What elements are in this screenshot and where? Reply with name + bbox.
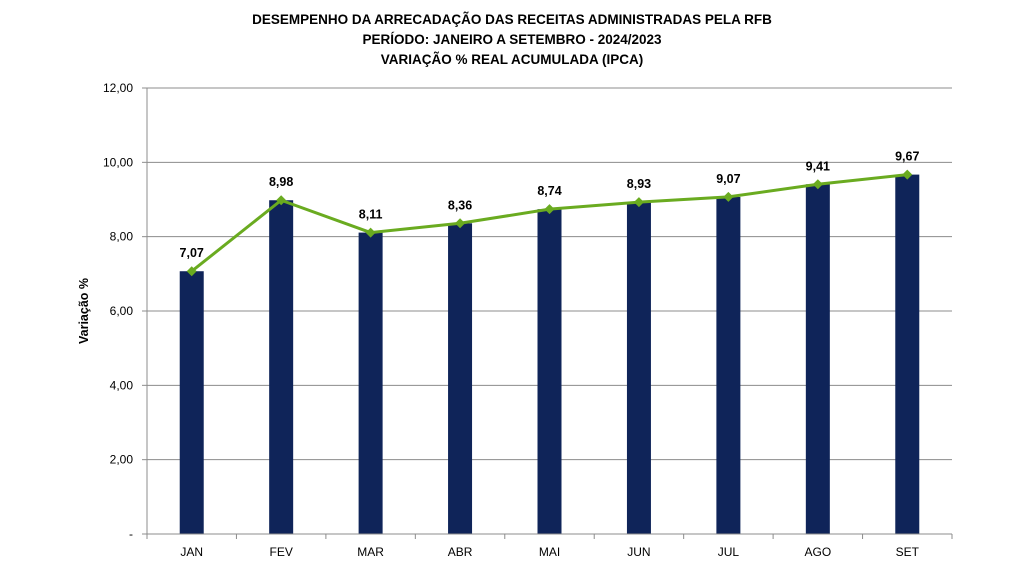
bar-mai <box>537 209 562 534</box>
y-axis-label: Variação % <box>77 278 91 344</box>
bars <box>179 174 920 535</box>
y-tick-label: 4,00 <box>110 378 134 392</box>
y-tick-label: 8,00 <box>110 230 134 244</box>
data-label: 8,98 <box>269 175 293 189</box>
bar-jul <box>716 196 741 535</box>
bar-fev <box>269 200 294 534</box>
line-marker-abr <box>455 218 466 229</box>
data-label: 8,74 <box>537 184 561 198</box>
x-tick-label: MAI <box>539 545 560 559</box>
x-tick-label: ABR <box>448 545 473 559</box>
bar-abr <box>448 223 473 534</box>
data-labels: 7,07 8,98 8,11 8,36 8,74 8,93 9,07 9,41 9,67 <box>180 150 920 261</box>
title-line-2: PERÍODO: JANEIRO A SETEMBRO - 2024/2023 <box>362 32 662 47</box>
y-tick-label: 6,00 <box>110 304 134 318</box>
y-tick-label: 12,00 <box>103 81 133 95</box>
accumulated-line <box>186 169 913 277</box>
bar-set <box>895 174 920 534</box>
bar-ago <box>805 184 830 535</box>
line-marker-ago <box>812 179 823 190</box>
data-label: 9,41 <box>806 159 830 173</box>
x-tick-labels: JAN FEV MAR ABR MAI JUN JUL AGO SET <box>146 534 953 559</box>
y-tick-label: - <box>129 527 133 541</box>
x-tick-label: MAR <box>357 545 384 559</box>
x-tick-label: AGO <box>804 545 831 559</box>
bar-jun <box>626 202 651 534</box>
x-tick-label: SET <box>896 545 920 559</box>
data-label: 9,07 <box>716 172 740 186</box>
chart-title: DESEMPENHO DA ARRECADAÇÃO DAS RECEITAS A… <box>0 10 1024 70</box>
axes <box>146 88 952 535</box>
data-label: 9,67 <box>895 150 919 164</box>
line-marker-jan <box>186 266 197 277</box>
x-tick-label: FEV <box>269 545 292 559</box>
y-tick-label: 10,00 <box>103 155 133 169</box>
title-line-3: VARIAÇÃO % REAL ACUMULADA (IPCA) <box>380 52 644 67</box>
line-marker-mai <box>544 204 555 215</box>
line-marker-jul <box>723 191 734 202</box>
line-marker-fev <box>276 195 287 206</box>
line-marker-set <box>902 169 913 180</box>
line-marker-jun <box>633 197 644 208</box>
line-marker-mar <box>365 227 376 238</box>
data-label: 8,93 <box>627 177 651 191</box>
y-tick-label: 2,00 <box>110 453 134 467</box>
data-label: 8,36 <box>448 198 472 212</box>
x-tick-label: JUL <box>718 545 740 559</box>
x-tick-label: JAN <box>180 545 203 559</box>
bar-jan <box>179 271 204 534</box>
data-label: 7,07 <box>180 246 204 260</box>
x-tick-label: JUN <box>627 545 650 559</box>
data-label: 8,11 <box>359 208 383 222</box>
bar-mar <box>358 232 383 534</box>
y-tick-labels: - 2,00 4,00 6,00 8,00 10,00 12,00 <box>103 81 147 541</box>
title-line-1: DESEMPENHO DA ARRECADAÇÃO DAS RECEITAS A… <box>252 12 772 27</box>
